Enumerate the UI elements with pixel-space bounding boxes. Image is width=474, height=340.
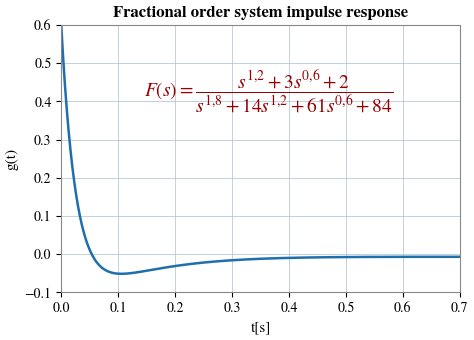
Title: Fractional order system impulse response: Fractional order system impulse response: [113, 5, 408, 20]
Y-axis label: g(t): g(t): [6, 148, 19, 170]
Text: $F(s) = \dfrac{s^{1{,}2} + 3s^{0{,}6} + 2}{s^{1{,}8} + 14s^{1{,}2} + 61s^{0{,}6}: $F(s) = \dfrac{s^{1{,}2} + 3s^{0{,}6} + …: [144, 68, 393, 115]
X-axis label: t[s]: t[s]: [250, 321, 271, 335]
